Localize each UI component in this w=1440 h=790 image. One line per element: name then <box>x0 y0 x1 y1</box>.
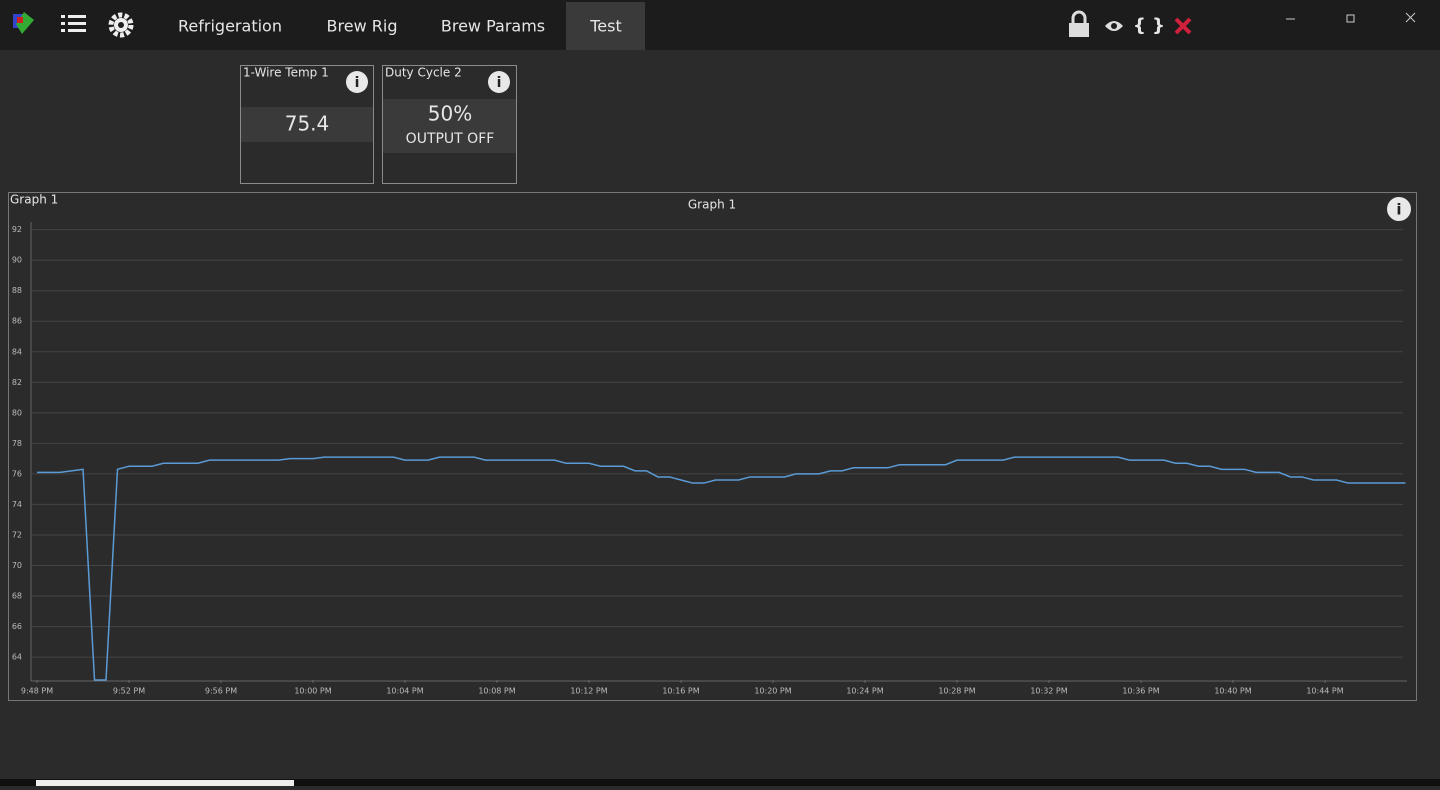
x-tick-label: 9:56 PM <box>205 687 237 696</box>
x-tick-label: 9:52 PM <box>113 687 145 696</box>
y-tick-label: 88 <box>12 286 22 295</box>
y-tick-label: 76 <box>12 469 22 478</box>
close-icon[interactable] <box>1174 17 1192 35</box>
chart-title: Graph 1 <box>688 198 736 212</box>
widget-status: OUTPUT OFF <box>406 131 495 147</box>
window-controls[interactable] <box>1286 12 1416 23</box>
json-icon[interactable]: { } <box>1133 15 1165 36</box>
lock-icon[interactable] <box>1069 10 1089 37</box>
y-tick-label: 84 <box>12 347 22 356</box>
active-tab-bg <box>566 2 645 50</box>
x-tick-label: 9:48 PM <box>21 687 53 696</box>
x-tick-label: 10:40 PM <box>1214 687 1251 696</box>
taskbar <box>0 779 1440 786</box>
x-tick-label: 10:20 PM <box>754 687 791 696</box>
y-tick-label: 90 <box>12 256 22 265</box>
taskbar-search <box>36 780 294 786</box>
y-tick-label: 74 <box>12 500 22 509</box>
panel-title: Graph 1 <box>10 193 58 207</box>
info-glyph: i <box>1396 201 1401 219</box>
y-tick-label: 72 <box>12 530 22 539</box>
widget-title: 1-Wire Temp 1 <box>243 66 329 80</box>
y-tick-label: 70 <box>12 561 22 570</box>
y-tick-label: 78 <box>12 439 22 448</box>
x-tick-label: 10:08 PM <box>478 687 515 696</box>
x-tick-label: 10:44 PM <box>1306 687 1343 696</box>
tab[interactable]: Test <box>589 17 622 36</box>
view-icon[interactable] <box>1105 21 1123 31</box>
info-icon[interactable] <box>1387 197 1411 221</box>
x-tick-label: 10:28 PM <box>938 687 975 696</box>
top-bar <box>0 0 1440 50</box>
x-tick-label: 10:04 PM <box>386 687 423 696</box>
y-tick-label: 64 <box>12 653 22 662</box>
menu-icon[interactable] <box>61 15 86 32</box>
widget: Duty Cycle 2 i 50% OUTPUT OFF <box>382 65 517 184</box>
x-tick-label: 10:36 PM <box>1122 687 1159 696</box>
tab[interactable]: Refrigeration <box>178 17 282 36</box>
x-tick-label: 10:16 PM <box>662 687 699 696</box>
widget-value: 50% <box>428 102 472 126</box>
x-tick-label: 10:12 PM <box>570 687 607 696</box>
y-tick-label: 82 <box>12 378 22 387</box>
graph-panel <box>8 192 1417 701</box>
x-tick-label: 10:00 PM <box>294 687 331 696</box>
app-icon <box>13 12 34 34</box>
settings-icon[interactable] <box>108 12 134 38</box>
y-tick-label: 92 <box>12 225 22 234</box>
y-tick-label: 68 <box>12 592 22 601</box>
series-line <box>37 456 1406 681</box>
x-tick-label: 10:32 PM <box>1030 687 1067 696</box>
x-tick-label: 10:24 PM <box>846 687 883 696</box>
y-tick-label: 80 <box>12 408 22 417</box>
info-glyph: i <box>497 75 502 91</box>
widget-title: Duty Cycle 2 <box>385 66 462 80</box>
info-glyph: i <box>355 75 360 91</box>
tab[interactable]: Brew Rig <box>327 17 398 36</box>
y-tick-label: 66 <box>12 622 22 631</box>
info-icon[interactable] <box>346 71 368 93</box>
widget-value: 75.4 <box>285 112 330 136</box>
tab[interactable]: Brew Params <box>441 17 545 36</box>
info-icon[interactable] <box>488 71 510 93</box>
widget: 1-Wire Temp 1 i 75.4 <box>240 65 374 184</box>
y-tick-label: 86 <box>12 317 22 326</box>
